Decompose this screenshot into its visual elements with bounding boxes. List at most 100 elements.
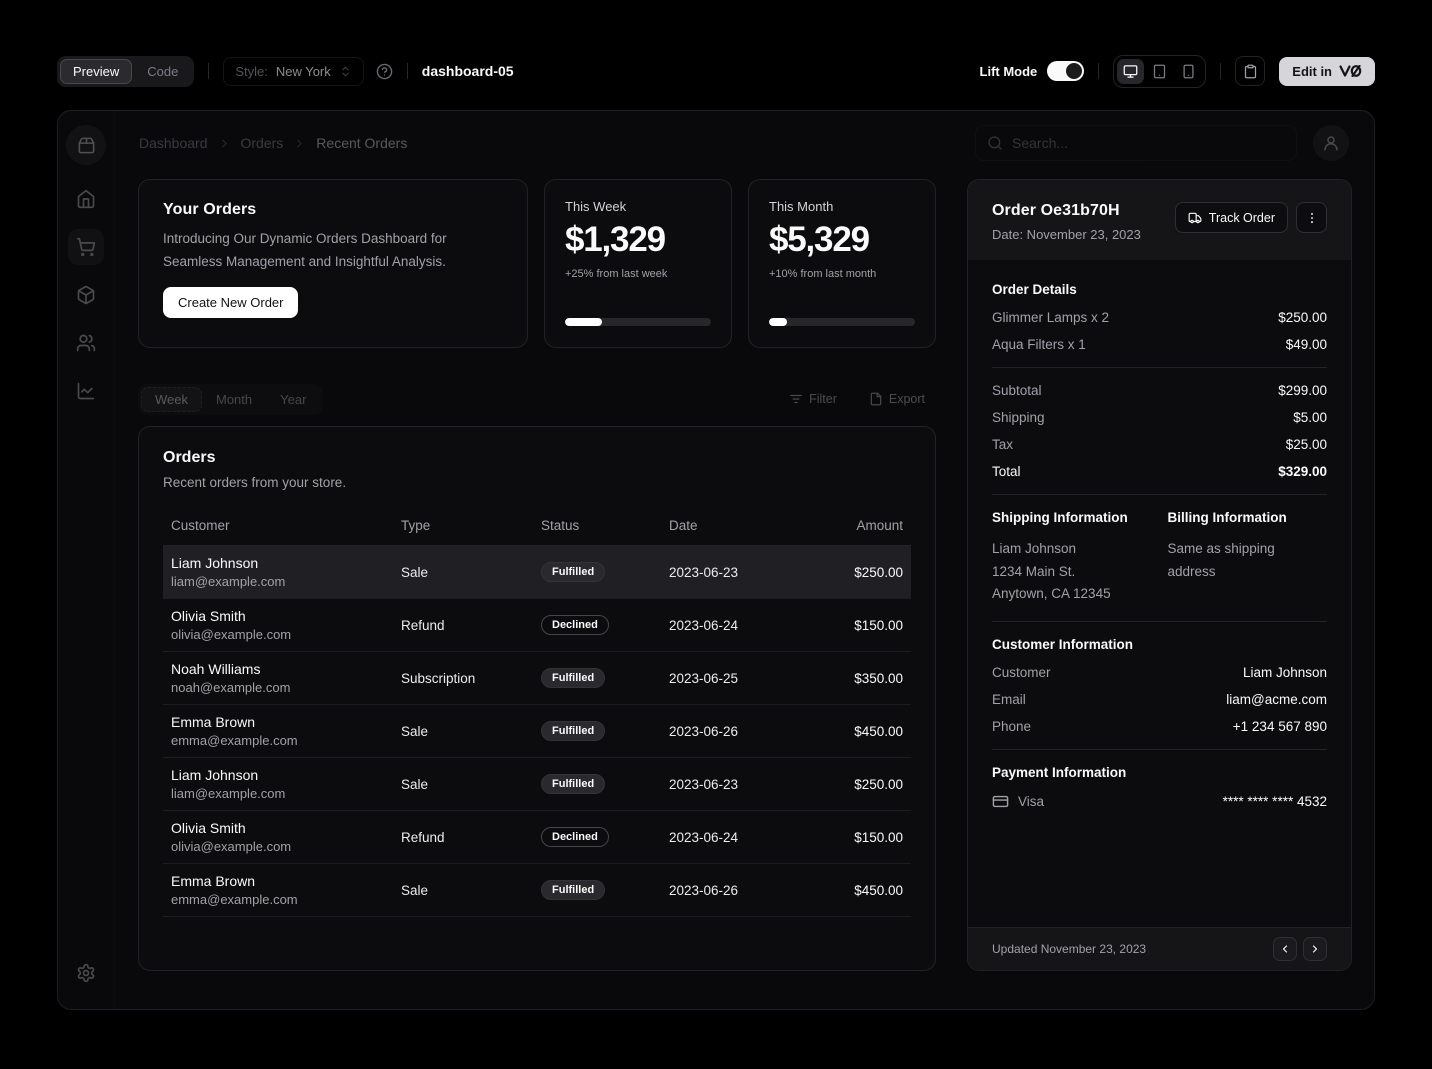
- progress-fill: [565, 318, 602, 326]
- total-label: Total: [992, 464, 1021, 479]
- truck-icon: [1188, 212, 1202, 223]
- payment-info-title: Payment Information: [992, 765, 1127, 781]
- breadcrumb-item[interactable]: Dashboard: [139, 135, 208, 151]
- desktop-view-button[interactable]: [1117, 58, 1145, 84]
- table-row[interactable]: Noah Williams noah@example.com Subscripti…: [163, 651, 911, 705]
- payment-row: Visa **** **** **** 4532: [992, 793, 1327, 810]
- previous-order-button[interactable]: [1273, 937, 1297, 961]
- stat-value: $1,329: [565, 220, 666, 259]
- order-type: Refund: [393, 598, 533, 652]
- column-header-status: Status: [533, 510, 661, 546]
- copy-code-button[interactable]: [1235, 56, 1266, 86]
- track-order-label: Track Order: [1208, 210, 1275, 225]
- order-date: 2023-06-23: [661, 545, 833, 599]
- help-circle-icon[interactable]: [376, 63, 393, 80]
- search-box: [975, 125, 1297, 161]
- search-input[interactable]: [1012, 135, 1285, 151]
- style-select-value: New York: [275, 63, 331, 79]
- user-avatar-button[interactable]: [1313, 125, 1349, 161]
- table-row[interactable]: Liam Johnson liam@example.com Sale Fulfil…: [163, 545, 911, 599]
- stat-card-week: This Week $1,329 +25% from last week: [544, 179, 732, 348]
- table-row[interactable]: Emma Brown emma@example.com Sale Fulfille…: [163, 704, 911, 758]
- order-id-title: Order Oe31b70H: [992, 202, 1120, 219]
- tab-year[interactable]: Year: [266, 387, 320, 412]
- order-amount: $150.00: [833, 810, 911, 864]
- stat-value: $5,329: [769, 220, 870, 259]
- shipping-info-title: Shipping Information: [992, 510, 1128, 525]
- edit-in-v0-button[interactable]: Edit in: [1279, 56, 1375, 86]
- track-order-button[interactable]: Track Order: [1174, 202, 1288, 233]
- orders-description: Recent orders from your store.: [163, 475, 347, 490]
- orders-table: Customer Type Status Date Amount Liam Jo…: [163, 510, 911, 917]
- orders-card: Orders Recent orders from your store. Cu…: [138, 426, 936, 971]
- sidebar-item-customers[interactable]: [68, 325, 104, 361]
- customer-email: noah@example.com: [171, 680, 291, 695]
- customer-name: Liam Johnson: [171, 767, 259, 783]
- tab-code[interactable]: Code: [134, 59, 191, 84]
- total-value: $329.00: [1278, 464, 1327, 479]
- table-row[interactable]: Emma Brown emma@example.com Sale Fulfille…: [163, 863, 911, 917]
- order-more-menu-button[interactable]: [1296, 202, 1327, 233]
- order-details-title: Order Details: [992, 282, 1077, 297]
- order-type: Sale: [393, 757, 533, 811]
- order-type: Refund: [393, 810, 533, 864]
- style-select-label: Style:: [235, 63, 268, 79]
- item-label: Glimmer Lamps x 2: [992, 310, 1110, 325]
- table-row[interactable]: Olivia Smith olivia@example.com Refund De…: [163, 598, 911, 652]
- line-chart-icon: [77, 382, 95, 400]
- order-detail-header: Order Oe31b70H Date: November 23, 2023 T…: [968, 180, 1351, 260]
- v0-logo-icon: [1339, 65, 1362, 77]
- shipping-row: Shipping $5.00: [992, 410, 1327, 425]
- chevrons-up-down-icon: [339, 65, 352, 78]
- order-detail-footer: Updated November 23, 2023: [968, 927, 1351, 970]
- updated-timestamp: Updated November 23, 2023: [992, 942, 1147, 956]
- sidebar-item-analytics[interactable]: [68, 373, 104, 409]
- column-header-type: Type: [393, 510, 533, 546]
- total-row: Total $329.00: [992, 464, 1327, 479]
- orders-title: Orders: [163, 449, 216, 466]
- filter-label: Filter: [809, 392, 837, 406]
- customer-email: liam@example.com: [171, 786, 286, 801]
- lift-mode-toggle[interactable]: [1047, 61, 1085, 81]
- phone-view-button[interactable]: [1175, 59, 1202, 84]
- breadcrumb-item[interactable]: Orders: [240, 135, 284, 151]
- tab-month[interactable]: Month: [202, 387, 266, 412]
- order-date: 2023-06-23: [661, 757, 833, 811]
- app-logo-button[interactable]: [66, 125, 106, 165]
- dashboard-content: Your Orders Introducing Our Dynamic Orde…: [138, 179, 1352, 971]
- customer-name: Noah Williams: [171, 661, 261, 677]
- tablet-icon: [1154, 64, 1166, 78]
- tablet-view-button[interactable]: [1146, 59, 1173, 84]
- sidebar-item-orders[interactable]: [68, 229, 104, 265]
- table-row[interactable]: Liam Johnson liam@example.com Sale Fulfil…: [163, 757, 911, 811]
- order-amount: $350.00: [833, 651, 911, 705]
- credit-card-icon: [992, 795, 1009, 808]
- sidebar-item-products[interactable]: [68, 277, 104, 313]
- sidebar-item-home[interactable]: [68, 181, 104, 217]
- divider: [208, 63, 210, 79]
- table-row[interactable]: Olivia Smith olivia@example.com Refund De…: [163, 810, 911, 864]
- total-value: $299.00: [1278, 383, 1327, 398]
- status-badge: Declined: [541, 615, 609, 635]
- separator: [992, 494, 1327, 495]
- customer-info-title: Customer Information: [992, 637, 1134, 653]
- style-select[interactable]: Style: New York: [223, 56, 364, 86]
- edit-in-label: Edit in: [1292, 63, 1332, 79]
- filter-icon: [790, 394, 802, 404]
- customer-row: Email liam@acme.com: [992, 692, 1327, 707]
- item-value: $250.00: [1278, 310, 1327, 325]
- next-order-button[interactable]: [1303, 937, 1327, 961]
- order-date: 2023-06-24: [661, 598, 833, 652]
- filter-button[interactable]: Filter: [778, 386, 848, 412]
- tab-week[interactable]: Week: [141, 386, 202, 412]
- tab-preview[interactable]: Preview: [60, 58, 133, 84]
- customer-field-value: +1 234 567 890: [1232, 719, 1327, 735]
- progress-fill: [769, 318, 787, 326]
- export-button[interactable]: Export: [858, 386, 936, 412]
- table-header-row: Customer Type Status Date Amount: [163, 510, 911, 546]
- sidebar-item-settings[interactable]: [68, 955, 104, 991]
- column-header-customer: Customer: [163, 510, 393, 546]
- create-new-order-button[interactable]: Create New Order: [163, 287, 299, 319]
- order-amount: $450.00: [833, 704, 911, 758]
- separator: [992, 367, 1327, 368]
